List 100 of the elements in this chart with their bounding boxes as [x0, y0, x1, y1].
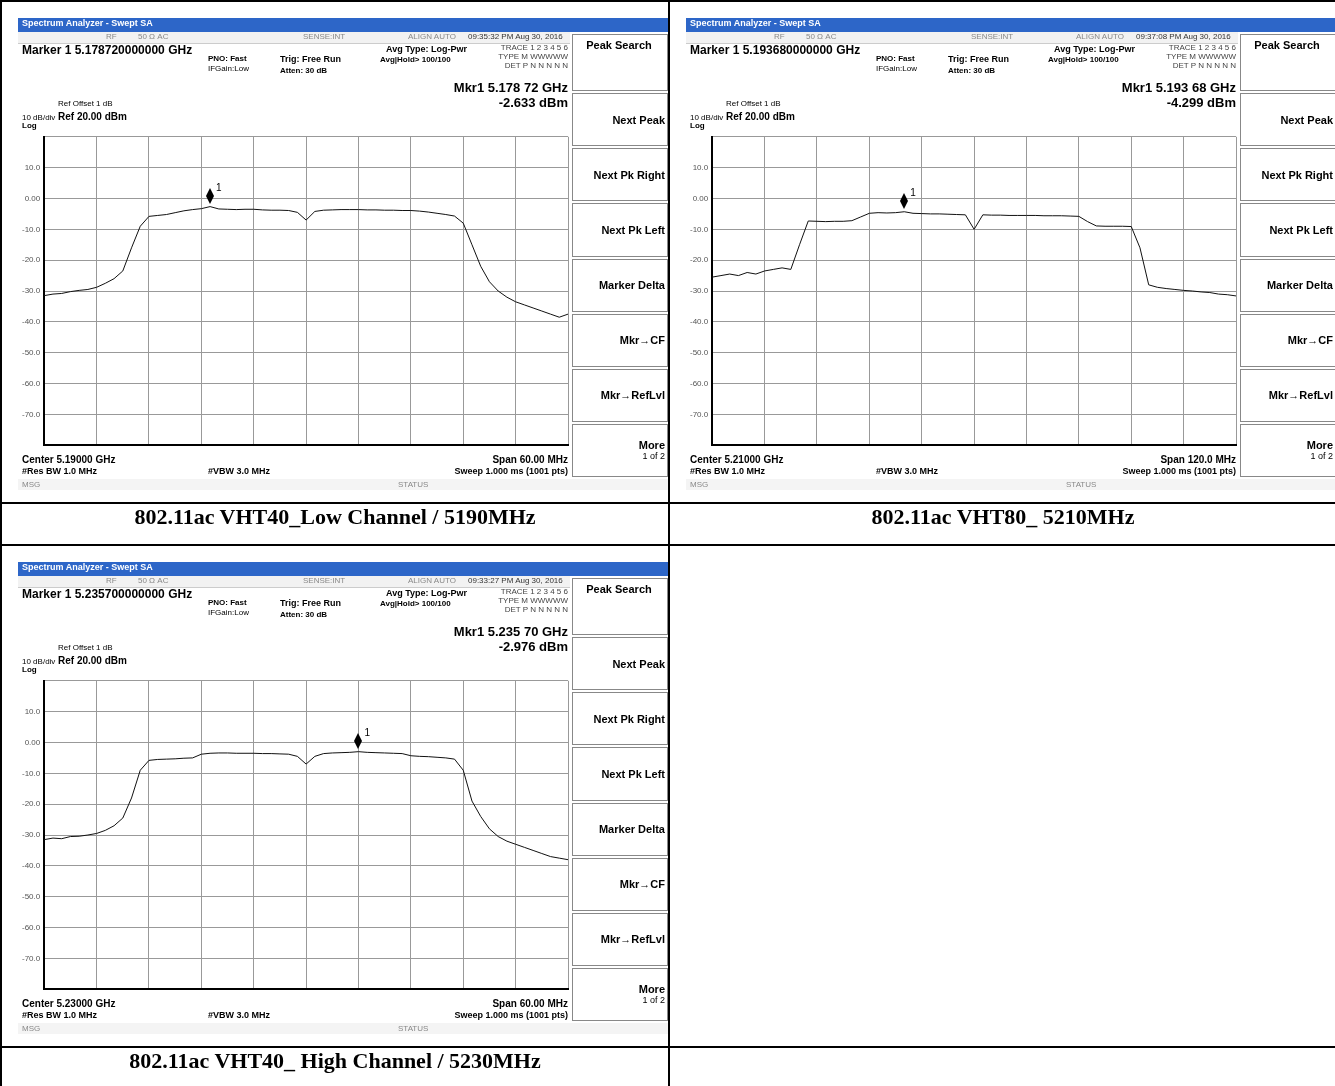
text: Atten: 30 dB — [948, 66, 996, 76]
y-tick-label: -60.0 — [22, 378, 41, 388]
text: Avg Type: Log-Pwr — [386, 44, 467, 55]
y-tick-label: 10.0 — [24, 706, 41, 716]
text: Sweep 1.000 ms (1001 pts) — [1122, 466, 1236, 477]
text: TRACE 1 2 3 4 5 6 — [1168, 43, 1236, 53]
text: 50 Ω AC — [138, 32, 169, 42]
text: -4.299 dBm — [1166, 95, 1236, 111]
y-tick-label: -70.0 — [22, 953, 41, 963]
y-tick-label: -10.0 — [22, 224, 41, 234]
text: Log — [22, 665, 37, 675]
softkey-button: Next Pk Left — [1240, 203, 1335, 257]
y-tick-label: 10.0 — [24, 162, 41, 172]
softkey-button: Peak Search — [572, 578, 668, 636]
text: 802.11ac VHT40_Low Channel / 5190MHz — [134, 504, 536, 529]
softkey-button: Next Pk Right — [1240, 148, 1335, 202]
text: Ref Offset 1 dB — [58, 643, 113, 653]
text: DET P N N N N N — [1172, 61, 1236, 71]
text: STATUS — [398, 1024, 429, 1034]
y-tick-label: -10.0 — [22, 768, 41, 778]
softkey-button: Next Pk Left — [572, 747, 668, 801]
text: 09:37:08 PM Aug 30, 2016 — [1136, 32, 1231, 42]
text: TYPE M WWWWW — [498, 596, 568, 606]
softkey-button: Marker Delta — [572, 258, 668, 312]
text: STATUS — [1066, 480, 1097, 490]
text: -2.976 dBm — [498, 639, 568, 655]
text: TYPE M WWWWW — [1166, 52, 1236, 62]
text: PNO: Fast — [876, 54, 915, 64]
softkey-button: Next Pk Left — [572, 203, 668, 257]
y-tick-label: -40.0 — [22, 317, 41, 327]
text: Log — [690, 121, 705, 131]
text: STATUS — [398, 480, 429, 490]
softkey-button: More 1 of 2 — [572, 967, 668, 1021]
text: 802.11ac VHT40_ High Channel / 5230MHz — [129, 1048, 541, 1073]
softkey-button: Mkr→CF — [572, 857, 668, 911]
text: MSG — [22, 1024, 41, 1034]
text: Ref 20.00 dBm — [726, 111, 795, 122]
y-tick-label: -60.0 — [690, 378, 709, 388]
text: Avg Type: Log-Pwr — [1054, 44, 1135, 55]
y-tick-label: -10.0 — [690, 224, 709, 234]
y-tick-label: -40.0 — [22, 861, 41, 871]
y-tick-label: -50.0 — [22, 891, 41, 901]
text: 50 Ω AC — [806, 32, 837, 42]
y-tick-label: -30.0 — [22, 286, 41, 296]
text: Ref Offset 1 dB — [726, 99, 781, 109]
softkey-button: Mkr→CF — [1240, 313, 1335, 367]
text: PNO: Fast — [208, 54, 247, 64]
softkey-button: More 1 of 2 — [1240, 423, 1335, 477]
text: PNO: Fast — [208, 598, 247, 608]
y-tick-label: -50.0 — [690, 347, 709, 357]
softkey-button: Next Peak — [572, 93, 668, 147]
text: #Res BW 1.0 MHz — [22, 466, 98, 477]
text: Span 120.0 MHz — [1160, 454, 1236, 465]
text: DET P N N N N N — [504, 61, 568, 71]
text: DET P N N N N N — [504, 605, 568, 615]
text: Avg|Hold> 100/100 — [380, 55, 451, 65]
softkey-button: Next Peak — [1240, 93, 1335, 147]
text: #Res BW 1.0 MHz — [690, 466, 766, 477]
annotation: 1 — [910, 186, 916, 198]
softkey-button: Next Pk Right — [572, 692, 668, 746]
text: Avg|Hold> 100/100 — [1048, 55, 1119, 65]
text: IFGain:Low — [876, 64, 917, 74]
softkey-button: Mkr→RefLvl — [1240, 368, 1335, 422]
text: Spectrum Analyzer - Swept SA — [690, 18, 821, 29]
y-tick-label: -60.0 — [22, 922, 41, 932]
text: Ref Offset 1 dB — [58, 99, 113, 109]
text: #VBW 3.0 MHz — [208, 1010, 271, 1021]
text: Sweep 1.000 ms (1001 pts) — [454, 1010, 568, 1021]
softkey-button: More 1 of 2 — [572, 423, 668, 477]
y-tick-label: -70.0 — [22, 409, 41, 419]
softkey-button: Mkr→RefLvl — [572, 368, 668, 422]
text: Center 5.23000 GHz — [22, 998, 116, 1009]
text: 10 dB/div — [22, 113, 56, 123]
text: SENSE:INT — [971, 32, 1014, 42]
text: Span 60.00 MHz — [492, 454, 568, 465]
y-tick-label: -20.0 — [22, 799, 41, 809]
y-tick-label: 0.00 — [24, 737, 41, 747]
text: Mkr1 5.178 72 GHz — [453, 80, 568, 96]
text: Log — [22, 121, 37, 131]
text: RF — [774, 32, 785, 42]
text: Atten: 30 dB — [280, 610, 328, 620]
text: Ref 20.00 dBm — [58, 655, 127, 666]
y-tick-label: -30.0 — [22, 830, 41, 840]
y-tick-label: 0.00 — [692, 193, 709, 203]
y-tick-label: -20.0 — [690, 255, 709, 265]
text: Sweep 1.000 ms (1001 pts) — [454, 466, 568, 477]
text: ALIGN AUTO — [408, 32, 456, 42]
text: TRACE 1 2 3 4 5 6 — [500, 587, 568, 597]
text: 10 dB/div — [22, 657, 56, 667]
text: Avg|Hold> 100/100 — [380, 599, 451, 609]
text: RF — [106, 32, 117, 42]
text: RF — [106, 576, 117, 586]
softkey-button: Peak Search — [1240, 34, 1335, 92]
text: ALIGN AUTO — [408, 576, 456, 586]
text: Trig: Free Run — [280, 598, 342, 609]
y-tick-label: -40.0 — [690, 317, 709, 327]
annotation: 1 — [364, 726, 371, 738]
text: Marker 1 5.193680000000 GHz — [690, 43, 861, 58]
text: 09:35:32 PM Aug 30, 2016 — [468, 32, 563, 42]
text: MSG — [22, 480, 41, 490]
